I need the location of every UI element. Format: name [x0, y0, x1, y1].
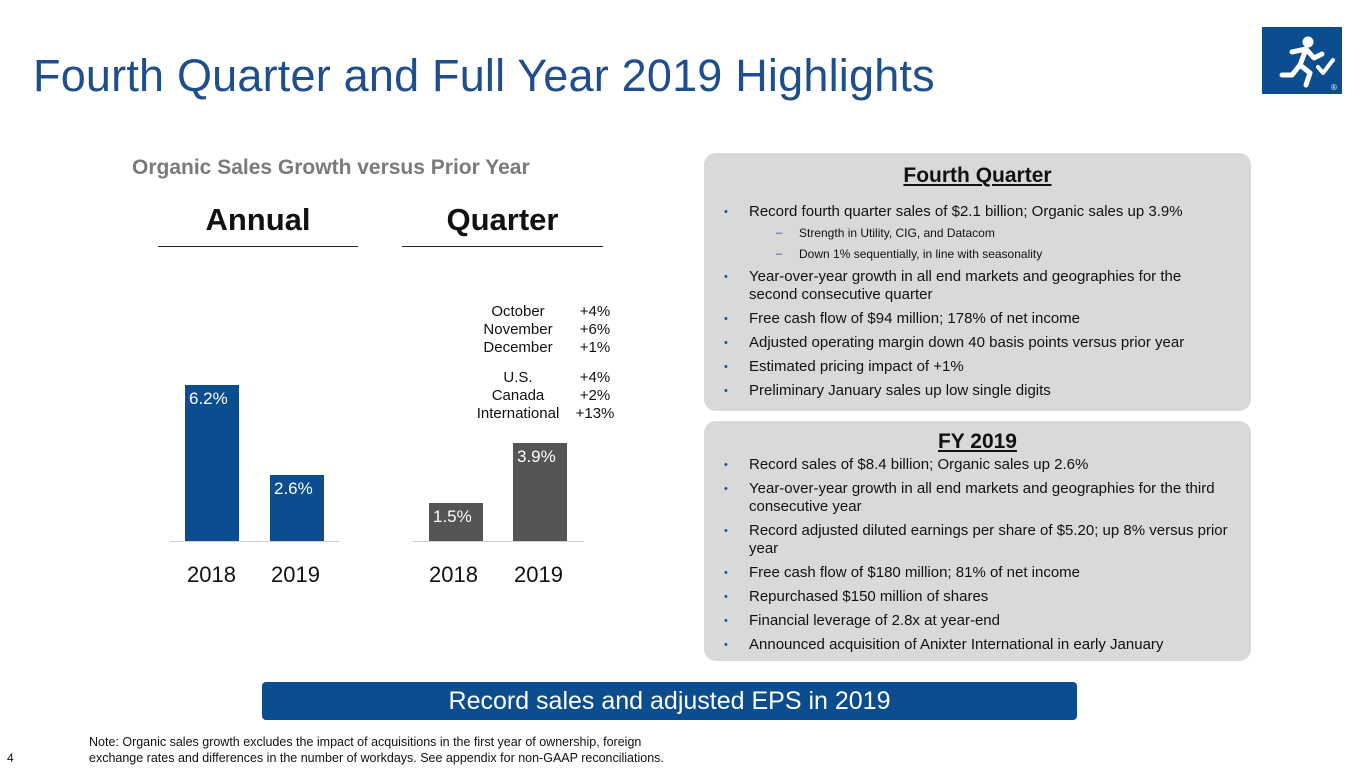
bullet-icon: • [724, 525, 728, 537]
running-man-check-icon: ® [1279, 36, 1337, 92]
breakdown-label: October [491, 303, 545, 320]
bullet-text: Financial leverage of 2.8x at year-end [749, 612, 1000, 629]
bullet-text: Adjusted operating margin down 40 basis … [749, 334, 1185, 351]
x-tick-quarter-2018: 2018 [429, 562, 478, 587]
list-item: • Record sales of $8.4 billion; Organic s… [724, 456, 1233, 474]
bullet-icon: • [724, 313, 728, 325]
bullet-text: Year-over-year growth in all end markets… [749, 480, 1215, 515]
quarter-underline [402, 246, 603, 247]
dash-icon: – [776, 248, 783, 260]
list-item: • Estimated pricing impact of +1% [724, 358, 1233, 376]
annual-baseline [170, 541, 340, 542]
bullet-text: Free cash flow of $94 million; 178% of n… [749, 310, 1081, 327]
breakdown-row: October +4% [470, 303, 620, 321]
quarter-heading: Quarter [446, 202, 559, 237]
data-label-quarter-2019: 3.9% [517, 446, 556, 466]
bullet-icon: • [724, 459, 728, 471]
bar-quarter-2018 [429, 503, 483, 541]
company-logo: ® [1262, 27, 1342, 94]
list-item: • Year-over-year growth in all end market… [724, 480, 1233, 516]
bullet-icon: • [724, 615, 728, 627]
bullet-text: Free cash flow of $180 million; 81% of n… [749, 564, 1081, 581]
x-tick-annual-2018: 2018 [187, 562, 236, 587]
breakdown-label: International [476, 405, 560, 422]
bullet-text: Announced acquisition of Anixter Interna… [749, 636, 1164, 653]
breakdown-value: +6% [579, 321, 611, 338]
bullet-icon: • [724, 483, 728, 495]
bullet-text: Record fourth quarter sales of $2.1 bill… [749, 203, 1183, 220]
breakdown-label: U.S. [503, 369, 533, 386]
breakdown-row: International +13% [470, 405, 620, 423]
bullet-text: Repurchased $150 million of shares [749, 588, 989, 605]
fy2019-title: FY 2019 [937, 430, 1017, 453]
list-item: • Free cash flow of $94 million; 178% of … [724, 310, 1233, 328]
breakdown-value: +4% [579, 303, 611, 320]
list-item: • Repurchased $150 million of shares [724, 588, 1233, 606]
page-title: Fourth Quarter and Full Year 2019 Highli… [33, 50, 935, 101]
bar-annual-2018 [185, 384, 239, 541]
breakdown-value: +2% [579, 387, 611, 404]
list-item: • Adjusted operating margin down 40 basis… [724, 334, 1233, 352]
bullet-text: Record sales of $8.4 billion; Organic sa… [749, 456, 1089, 473]
sub-list-item: – Strength in Utility, CIG, and Datacom [724, 226, 1233, 241]
list-item: • Year-over-year growth in all end market… [724, 268, 1233, 304]
bar-quarter-2019 [513, 442, 567, 541]
fy2019-panel: FY 2019 • Record sales of $8.4 billion; O… [704, 421, 1251, 661]
bullet-icon: • [724, 591, 728, 603]
list-item: • Announced acquisition of Anixter Intern… [724, 636, 1233, 654]
bullet-text: Estimated pricing impact of +1% [749, 358, 964, 375]
breakdown-label: Canada [491, 387, 545, 404]
sub-bullet-text: Down 1% sequentially, in line with seaso… [799, 247, 1043, 261]
data-label-annual-2018: 6.2% [189, 388, 228, 408]
fourth-quarter-title: Fourth Quarter [903, 164, 1052, 187]
fourth-quarter-bullets: • Record fourth quarter sales of $2.1 bil… [724, 203, 1233, 400]
breakdown-row: December +1% [470, 339, 620, 357]
dash-icon: – [776, 227, 783, 239]
bullet-icon: • [724, 639, 728, 651]
list-item: • Record fourth quarter sales of $2.1 bil… [724, 203, 1233, 221]
month-breakdown: October +4% November +6% December +1% [470, 303, 620, 357]
region-breakdown: U.S. +4% Canada +2% International +13% [470, 369, 620, 423]
bullet-icon: • [724, 385, 728, 397]
bullet-icon: • [724, 271, 728, 283]
bullet-text: Year-over-year growth in all end markets… [749, 268, 1182, 303]
bullet-icon: • [724, 361, 728, 373]
fy2019-bullets: • Record sales of $8.4 billion; Organic s… [724, 456, 1233, 654]
page-number: 4 [7, 751, 14, 765]
breakdown-row: November +6% [470, 321, 620, 339]
annual-heading: Annual [205, 202, 311, 237]
highlight-banner: Record sales and adjusted EPS in 2019 [262, 682, 1077, 720]
list-item: • Preliminary January sales up low single… [724, 382, 1233, 400]
registered-mark: ® [1331, 83, 1337, 92]
annual-underline [158, 246, 358, 247]
bar-annual-2019 [270, 475, 324, 541]
fourth-quarter-panel: Fourth Quarter • Record fourth quarter sa… [704, 153, 1251, 411]
breakdown-value: +1% [579, 339, 611, 356]
data-label-quarter-2018: 1.5% [433, 507, 472, 527]
breakdown-label: November [483, 321, 553, 338]
bullet-text: Preliminary January sales up low single … [749, 382, 1051, 399]
bullet-text: Record adjusted diluted earnings per sha… [749, 522, 1228, 557]
bullet-icon: • [724, 567, 728, 579]
breakdown-row: Canada +2% [470, 387, 620, 405]
breakdown-value: +4% [579, 369, 611, 386]
data-label-annual-2019: 2.6% [274, 479, 313, 499]
footnote-line: exchange rates and differences in the nu… [89, 751, 664, 765]
breakdown-row: U.S. +4% [470, 369, 620, 387]
sub-list-item: – Down 1% sequentially, in line with seas… [724, 247, 1233, 262]
x-tick-quarter-2019: 2019 [514, 562, 563, 587]
bullet-icon: • [724, 206, 728, 218]
footnote: Note: Organic sales growth excludes the … [89, 734, 664, 766]
chart-title: Organic Sales Growth versus Prior Year [132, 156, 530, 179]
breakdown-label: December [483, 339, 553, 356]
quarter-baseline [412, 541, 584, 542]
list-item: • Record adjusted diluted earnings per sh… [724, 522, 1233, 558]
sub-bullet-text: Strength in Utility, CIG, and Datacom [799, 226, 995, 240]
x-tick-annual-2019: 2019 [271, 562, 320, 587]
breakdown-value: +13% [575, 405, 615, 422]
bullet-icon: • [724, 337, 728, 349]
list-item: • Free cash flow of $180 million; 81% of … [724, 564, 1233, 582]
list-item: • Financial leverage of 2.8x at year-end [724, 612, 1233, 630]
footnote-line: Note: Organic sales growth excludes the … [89, 735, 642, 749]
